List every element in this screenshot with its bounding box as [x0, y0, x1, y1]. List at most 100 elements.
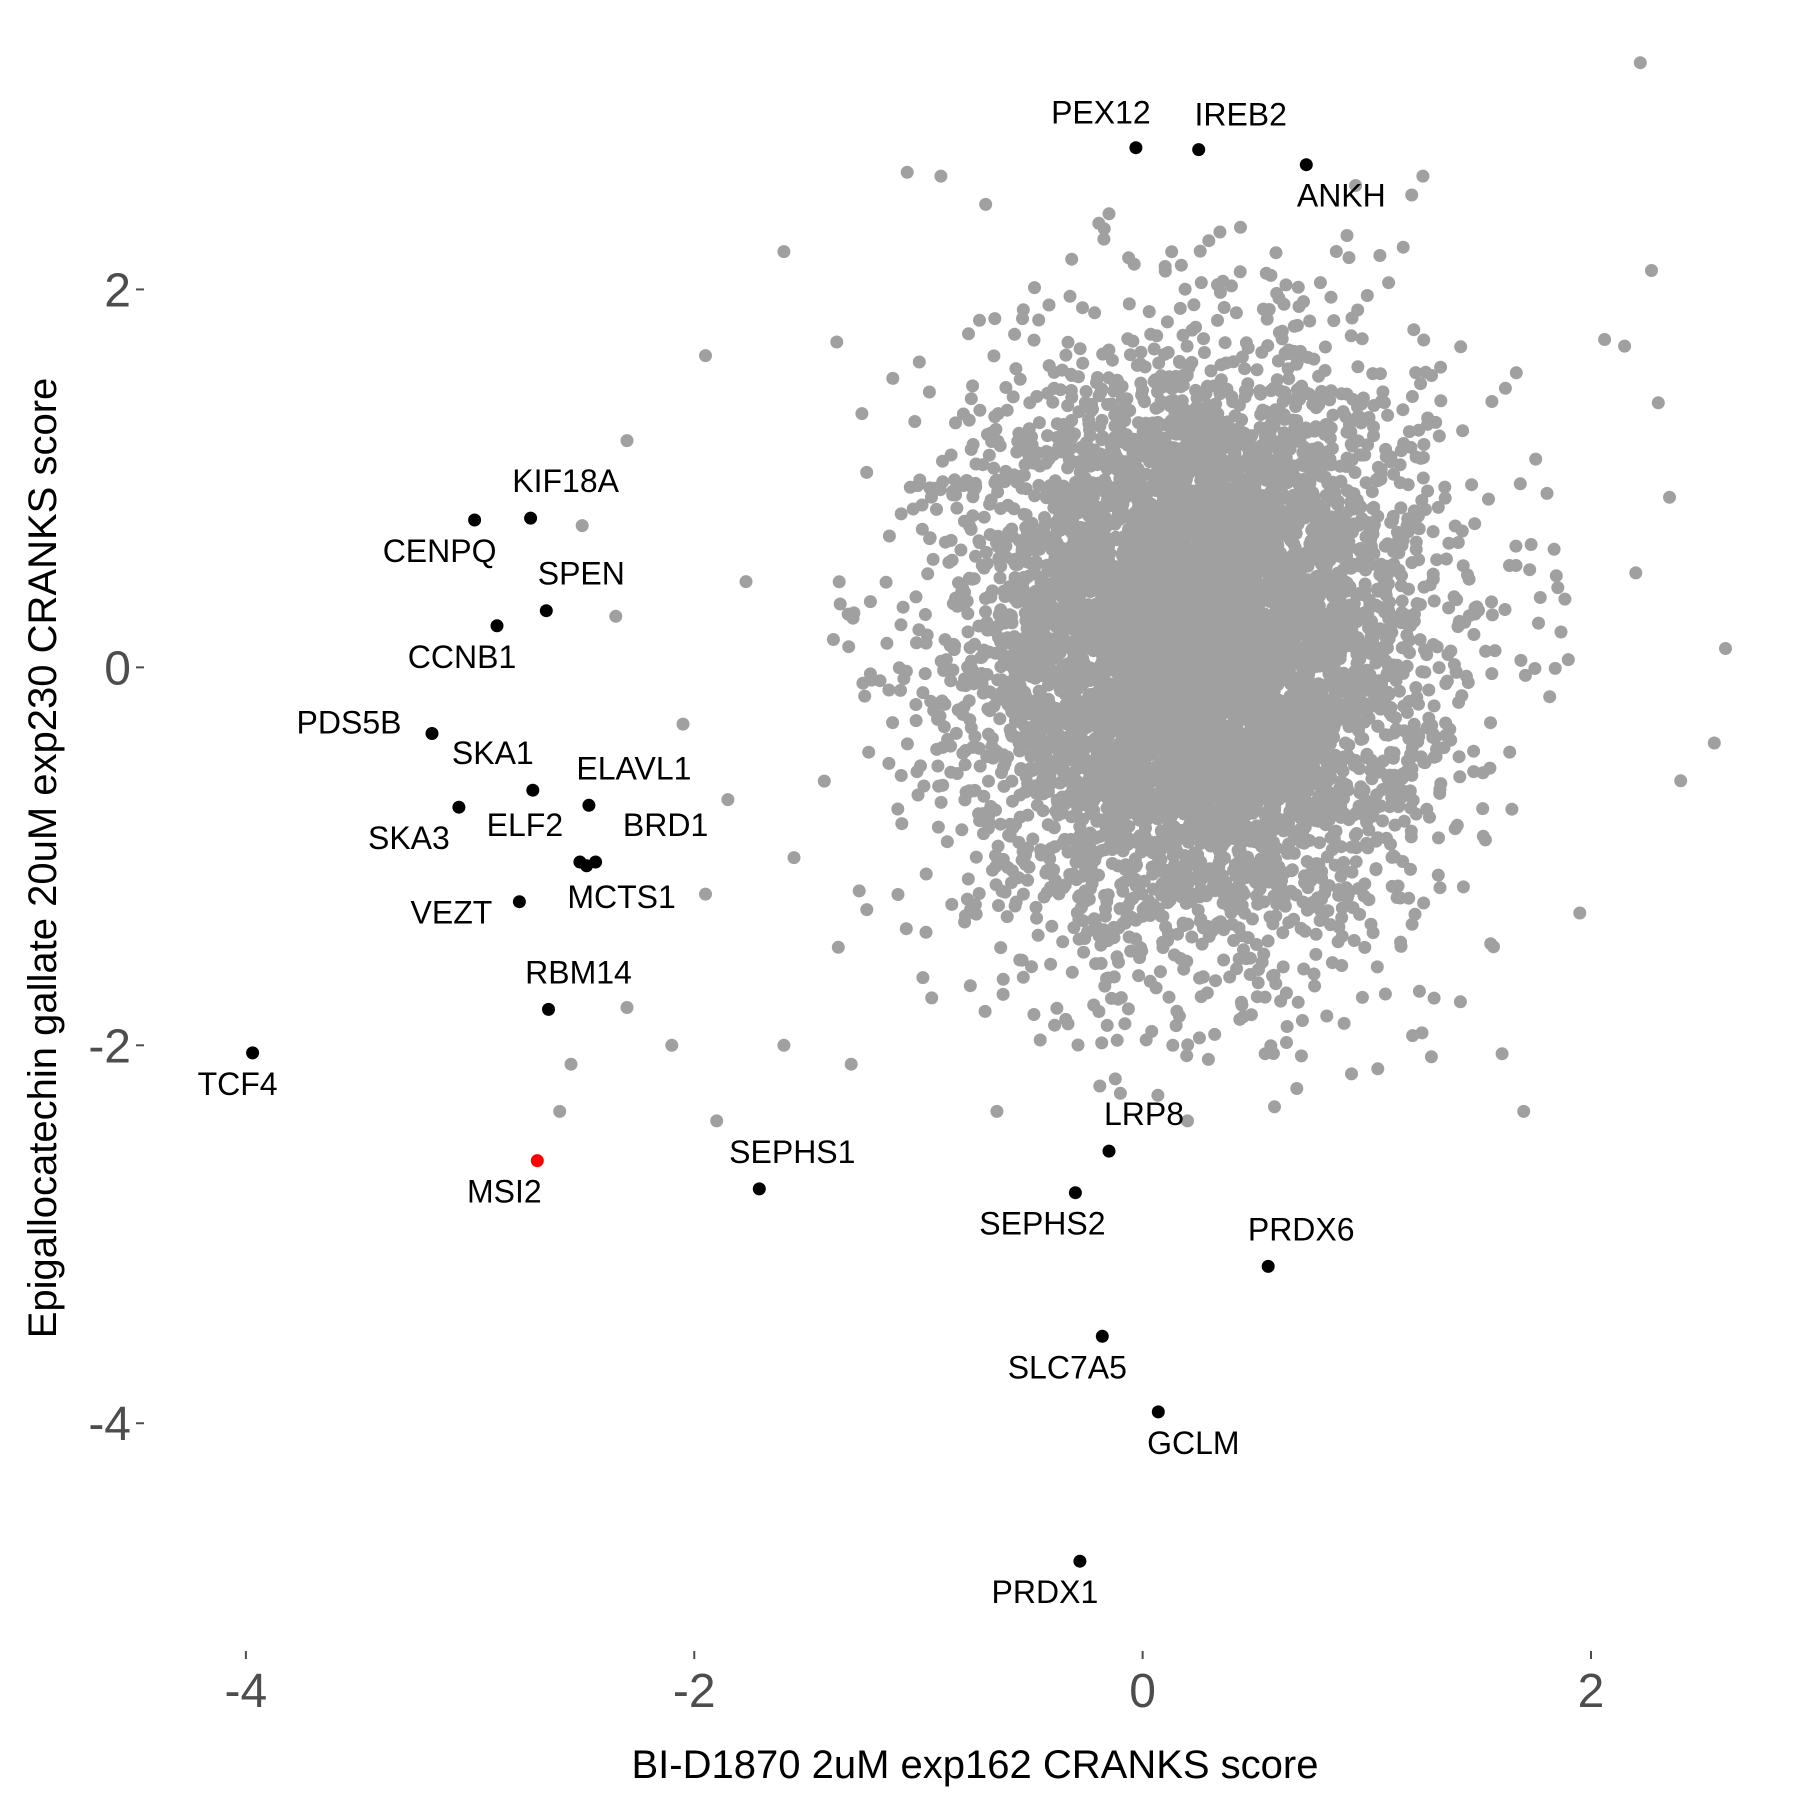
background-point [1319, 818, 1333, 832]
background-point [882, 683, 896, 697]
background-point [1276, 926, 1290, 940]
background-point [982, 774, 995, 788]
background-point [1381, 408, 1395, 422]
background-point [1417, 333, 1431, 347]
background-point [1079, 385, 1093, 398]
background-point [894, 683, 907, 697]
background-point [1219, 875, 1233, 889]
background-point [896, 600, 910, 614]
background-point [1056, 935, 1070, 949]
background-point [1533, 591, 1547, 604]
background-point [1019, 848, 1032, 862]
background-point [998, 885, 1012, 899]
background-point [975, 558, 989, 572]
background-point [1291, 280, 1305, 294]
background-point [1355, 332, 1369, 346]
background-point [987, 349, 1001, 363]
background-point [1034, 843, 1048, 857]
background-point [1309, 947, 1323, 961]
background-point [1095, 1036, 1109, 1050]
background-point [1160, 315, 1174, 329]
background-point [1345, 453, 1359, 467]
background-point [1285, 863, 1299, 877]
background-point [1401, 767, 1414, 781]
background-point [1215, 496, 1229, 510]
background-point [1404, 862, 1417, 876]
background-point [950, 767, 964, 780]
background-point [951, 703, 965, 717]
background-point [1197, 332, 1210, 346]
background-point [1045, 919, 1059, 933]
background-point [1291, 995, 1305, 1009]
background-point [1021, 808, 1035, 822]
background-point [1371, 460, 1385, 474]
background-point [1417, 438, 1431, 451]
background-point [1092, 449, 1106, 463]
background-point [1452, 750, 1466, 764]
background-point [1339, 410, 1353, 424]
background-point [1073, 455, 1087, 468]
background-point [1144, 327, 1158, 341]
background-point [1197, 346, 1211, 359]
background-point [1360, 289, 1374, 302]
background-point [1118, 1017, 1132, 1031]
background-point [1358, 448, 1372, 462]
background-point [1021, 873, 1035, 887]
background-point [1016, 887, 1030, 901]
background-point [1250, 363, 1264, 377]
background-point [863, 595, 877, 609]
background-point [1270, 286, 1284, 300]
background-point [1041, 692, 1055, 706]
background-point [1006, 390, 1020, 404]
background-point [1092, 929, 1106, 943]
background-point [1047, 501, 1061, 515]
background-point [1427, 699, 1441, 713]
background-point [1076, 301, 1089, 315]
background-point [919, 925, 933, 939]
background-point [1173, 301, 1187, 315]
background-point [1092, 868, 1105, 882]
background-point [1598, 333, 1612, 346]
background-point [1076, 356, 1090, 370]
background-point [1063, 868, 1077, 881]
background-point [1303, 314, 1317, 328]
background-point [1438, 491, 1452, 505]
background-point [1280, 1036, 1293, 1049]
background-point [1422, 683, 1436, 697]
background-point [1040, 864, 1054, 877]
background-point [1027, 333, 1041, 347]
background-point [1230, 962, 1244, 976]
background-point [961, 872, 975, 886]
background-point [993, 571, 1007, 585]
background-point [894, 507, 908, 521]
background-point [882, 529, 896, 543]
background-point [1371, 1062, 1385, 1076]
background-point [1209, 974, 1222, 988]
background-point [1409, 366, 1423, 380]
background-point [996, 972, 1010, 986]
background-point [961, 625, 975, 639]
background-point [1218, 336, 1232, 350]
background-point [1052, 887, 1066, 901]
background-point [891, 888, 905, 901]
background-point [1294, 1049, 1308, 1063]
background-point [940, 835, 954, 849]
background-point [1175, 394, 1189, 408]
background-point [1392, 563, 1406, 577]
background-point [1185, 930, 1199, 944]
background-point [916, 686, 930, 700]
background-point [1208, 1027, 1222, 1041]
background-point [1438, 480, 1452, 494]
background-point [1282, 372, 1296, 386]
background-point [932, 779, 946, 793]
background-point [1479, 644, 1493, 658]
background-point [1025, 960, 1038, 974]
background-point [1059, 348, 1073, 362]
background-point [909, 698, 923, 711]
background-point [1181, 1038, 1195, 1052]
background-point [1268, 1100, 1281, 1114]
background-point [1347, 934, 1361, 947]
background-point [1250, 990, 1264, 1004]
background-point [1072, 932, 1086, 946]
background-point [1453, 995, 1467, 1009]
